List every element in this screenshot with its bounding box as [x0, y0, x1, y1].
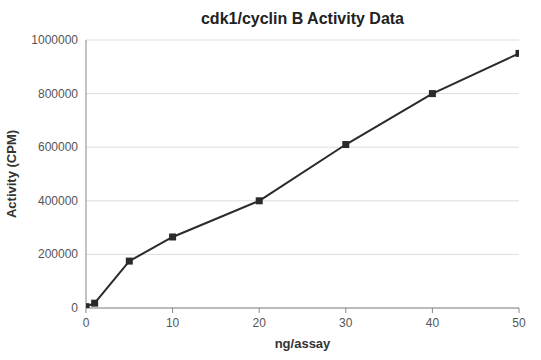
grid-line: [86, 254, 519, 255]
x-tick: [172, 308, 173, 313]
data-group: [86, 50, 519, 308]
point: [169, 233, 176, 240]
point: [342, 141, 349, 148]
point: [126, 258, 133, 265]
x-tick-label: 10: [166, 316, 180, 330]
grid-line: [86, 93, 519, 94]
title: cdk1/cyclin B Activity Data: [201, 10, 404, 27]
grid-line: [86, 40, 519, 41]
series-line: [86, 53, 519, 306]
point: [91, 300, 98, 307]
y-tick-label: 400000: [38, 194, 78, 208]
x-tick: [86, 308, 87, 313]
point: [516, 50, 520, 57]
point: [256, 197, 263, 204]
y-grid: [86, 40, 519, 308]
y-tick-label: 800000: [38, 87, 78, 101]
x-tick: [259, 308, 260, 313]
grid-line: [86, 147, 519, 148]
point: [429, 90, 436, 97]
y-axis-label: Activity (CPM): [4, 130, 19, 218]
chart: 0 200000 400000 600000 800000 1000000 0 10 20 30 4…: [0, 0, 541, 360]
x-tick-label: 30: [339, 316, 353, 330]
x-tick-label: 40: [426, 316, 440, 330]
y-tick-label: 200000: [38, 247, 78, 261]
grid-line: [86, 308, 519, 309]
y-tick-label: 600000: [38, 140, 78, 154]
point: [86, 303, 90, 308]
x-tick: [345, 308, 346, 313]
x-tick-label: 20: [253, 316, 267, 330]
y-axis-line: [86, 40, 87, 308]
x-tick: [432, 308, 433, 313]
x-tick-label: 0: [83, 316, 90, 330]
x-axis-label: ng/assay: [275, 336, 331, 351]
y-tick-label: 1000000: [31, 33, 78, 47]
grid-line: [86, 200, 519, 201]
x-tick-label: 50: [512, 316, 526, 330]
chart-container: 0 200000 400000 600000 800000 1000000 0 10 20 30 4…: [0, 0, 541, 360]
x-axis-line: [86, 308, 519, 309]
x-tick: [519, 308, 520, 313]
y-tick-label: 0: [71, 301, 78, 315]
